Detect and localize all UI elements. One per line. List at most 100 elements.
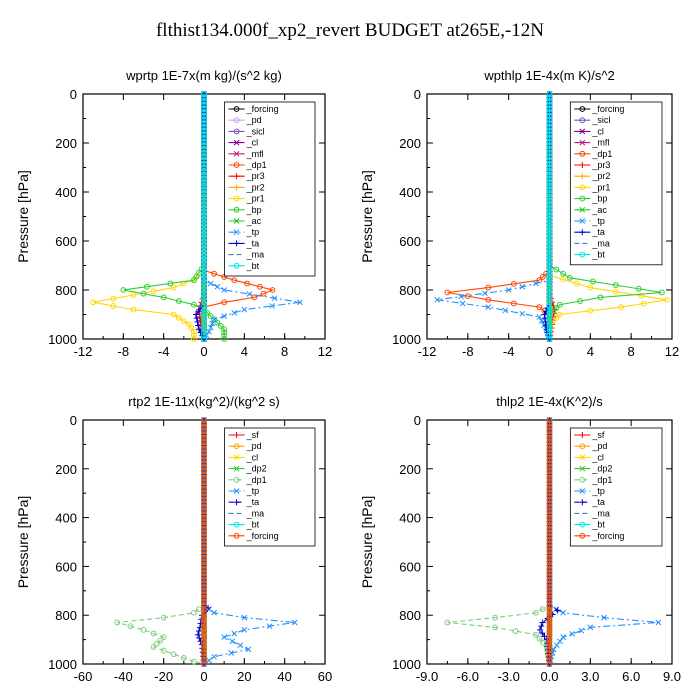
data-point [217, 323, 224, 329]
data-point [546, 233, 553, 240]
data-point [201, 120, 207, 127]
x-tick-label: 12 [665, 344, 679, 359]
data-point [201, 251, 207, 258]
data-point [546, 204, 553, 211]
y-tick-label: 800 [399, 608, 421, 623]
data-point [546, 288, 553, 295]
data-point [546, 230, 553, 236]
data-point [211, 270, 217, 277]
data-point [502, 307, 509, 314]
data-point [221, 299, 228, 306]
data-point [546, 171, 553, 178]
data-point [201, 178, 207, 185]
data-point [296, 299, 303, 306]
data-point [201, 270, 207, 277]
data-point [201, 303, 207, 309]
data-point [546, 317, 553, 324]
data-point [638, 292, 645, 299]
data-point [546, 259, 553, 266]
data-point [269, 303, 275, 309]
data-point [546, 241, 553, 247]
data-point [458, 293, 464, 300]
panel-1: wprtp 1E-7x(m kg)/(s^2 kg) Pressure [hPa]… [15, 68, 332, 359]
y-tick-label: 800 [399, 283, 421, 298]
data-point [546, 314, 553, 320]
data-point [150, 630, 157, 637]
data-point [546, 124, 553, 130]
data-point [519, 283, 526, 290]
data-point [201, 164, 207, 171]
x-tick-label: -6.0 [457, 669, 479, 684]
y-tick-label: 0 [414, 87, 421, 102]
data-point [546, 189, 553, 196]
y-tick-label: 600 [399, 234, 421, 249]
data-point [193, 315, 200, 322]
panel-title: rtp2 1E-11x(kg^2)/(kg^2 s) [128, 394, 279, 409]
x-tick-label: -4 [503, 344, 515, 359]
legend-label: _forcing [246, 531, 279, 541]
legend-label: _pr2 [591, 171, 610, 181]
legend-label: _cl [246, 452, 259, 462]
legend-label: _pr1 [591, 182, 610, 192]
data-point [180, 655, 187, 661]
data-point [160, 647, 167, 654]
data-point [154, 640, 160, 647]
data-point [191, 336, 197, 342]
data-point [201, 113, 207, 119]
data-point [221, 287, 228, 293]
data-point [538, 623, 545, 630]
data-point [201, 204, 207, 211]
data-point [269, 287, 276, 293]
data-point [201, 124, 207, 130]
legend: _sf_pd_cl _dp2_dp1_tp_ta_ma _bt_forcing [569, 427, 663, 547]
data-point [510, 280, 517, 287]
data-point [655, 619, 662, 626]
data-point [201, 259, 207, 266]
legend-label: _pr2 [246, 182, 265, 192]
legend-label: _dp1 [246, 475, 267, 485]
data-point [157, 637, 164, 644]
data-point [175, 314, 182, 321]
data-point [546, 321, 553, 328]
data-point [201, 167, 207, 174]
x-tick-label: 3.0 [581, 669, 599, 684]
legend-label: _dp1 [591, 149, 612, 159]
data-point [201, 156, 207, 163]
data-point [195, 322, 202, 329]
data-point [201, 314, 207, 320]
data-point [140, 290, 147, 297]
legend-marker [233, 117, 240, 124]
legend-marker [233, 262, 240, 269]
legend-label: _bp [246, 205, 262, 215]
data-point [201, 255, 207, 262]
x-tick-label: 8 [628, 344, 635, 359]
data-point [271, 295, 278, 302]
x-tick-label: 12 [318, 344, 332, 359]
legend-label: _cl [591, 126, 604, 136]
panel-title: wpthlp 1E-4x(m K)/s^2 [483, 68, 614, 83]
legend-label: _forcing [246, 104, 279, 114]
data-point [221, 326, 228, 333]
data-point [206, 328, 212, 335]
data-point [231, 277, 238, 284]
legend-label: _ma [591, 238, 610, 248]
data-point [556, 301, 563, 308]
data-point [241, 626, 248, 633]
data-point [214, 283, 221, 290]
x-tick-label: 9.0 [663, 669, 681, 684]
data-point [546, 251, 553, 258]
series-dp1 [114, 417, 207, 667]
data-point [635, 285, 642, 292]
data-point [553, 305, 560, 311]
legend-label: _bt [246, 520, 260, 530]
legend-label: _mfl [591, 138, 609, 148]
data-point [546, 113, 553, 119]
legend-label: _bt [591, 250, 605, 260]
legend-marker [233, 240, 240, 247]
data-point [485, 296, 492, 303]
legend-marker [233, 150, 240, 157]
data-point [546, 208, 553, 214]
x-tick-label: -40 [114, 669, 133, 684]
y-tick-label: 400 [55, 511, 77, 526]
data-point [221, 313, 228, 319]
